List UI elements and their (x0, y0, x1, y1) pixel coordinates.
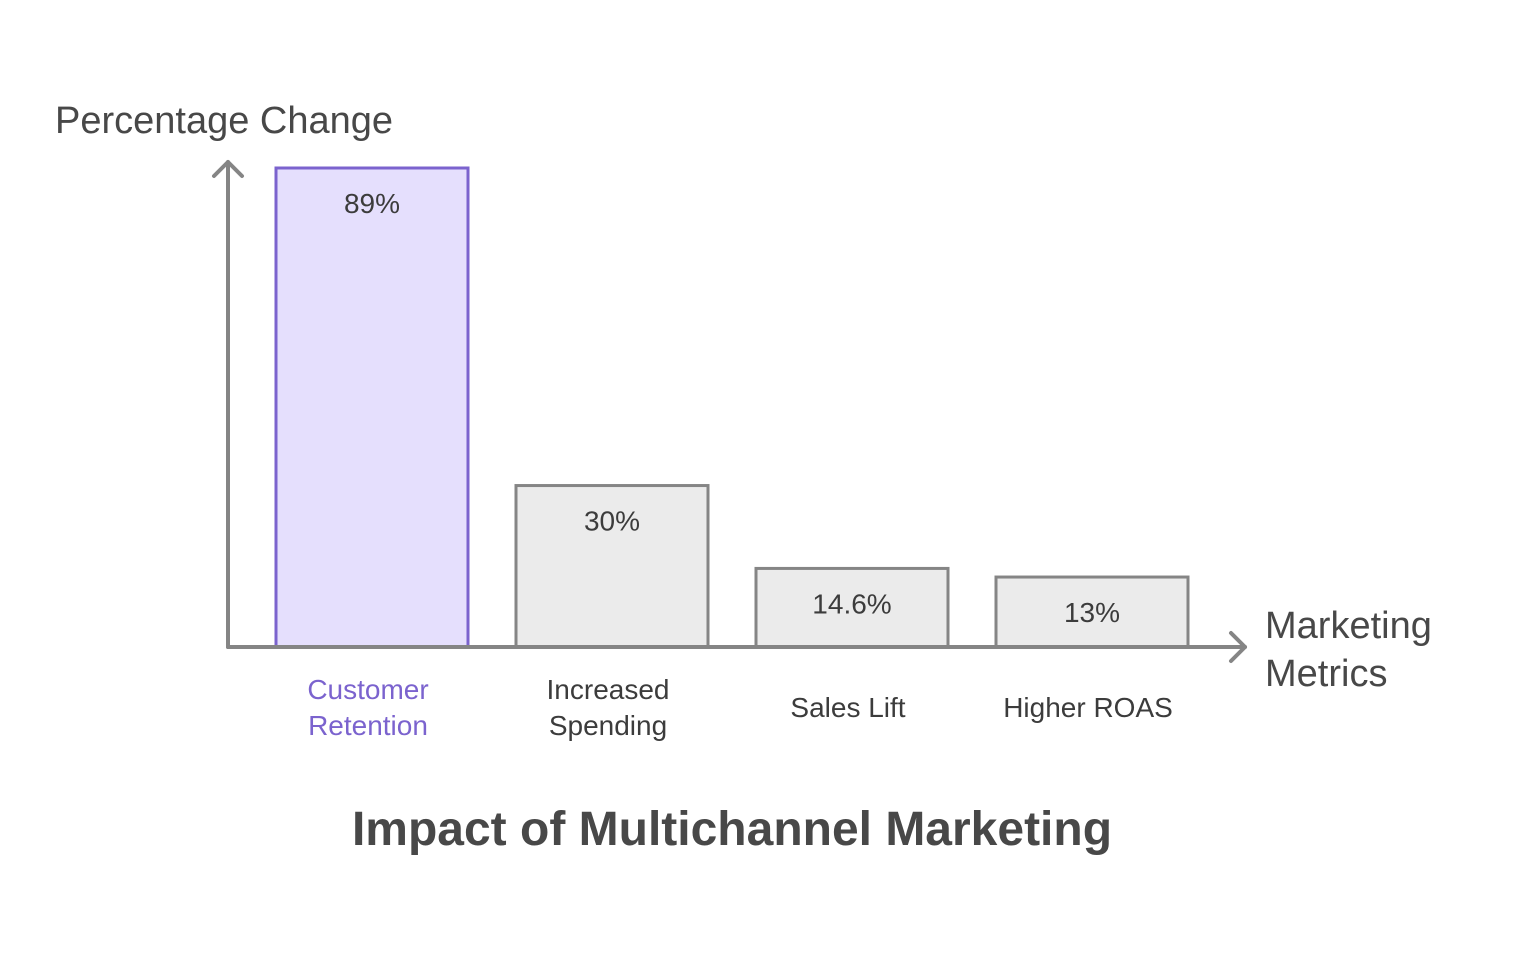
category-label-1-line-1: Spending (549, 710, 667, 741)
x-axis-title-line-2: Metrics (1265, 653, 1387, 695)
labels-group: 89% Customer Retention 30% Increased Spending… (307, 188, 1173, 741)
category-label-3: Higher ROAS (1003, 692, 1173, 723)
category-label-1: Increased Spending (547, 674, 670, 741)
category-label-0: Customer Retention (307, 674, 428, 741)
category-label-2-line-0: Sales Lift (790, 692, 905, 723)
y-axis-arrow-icon (212, 160, 244, 178)
value-label-2: 14.6% (812, 588, 891, 619)
category-label-3-line-0: Higher ROAS (1003, 692, 1173, 723)
x-axis-title: Marketing Metrics (1265, 605, 1442, 695)
category-label-0-line-0: Customer (307, 674, 428, 705)
bar-1 (514, 484, 710, 649)
x-axis-arrow-icon (1229, 631, 1247, 663)
category-label-2: Sales Lift (790, 692, 905, 723)
value-label-3: 13% (1064, 597, 1120, 628)
bars-group (274, 166, 1190, 649)
value-label-1: 30% (584, 506, 640, 537)
value-label-0: 89% (344, 188, 400, 219)
category-label-1-line-0: Increased (547, 674, 670, 705)
bar-2 (754, 566, 950, 649)
y-axis-title: Percentage Change (55, 100, 393, 142)
bar-0 (274, 166, 470, 649)
category-label-0-line-1: Retention (308, 710, 428, 741)
chart-title: Impact of Multichannel Marketing (352, 803, 1112, 856)
axes-group (212, 160, 1247, 663)
x-axis-title-line-1: Marketing (1265, 605, 1432, 647)
